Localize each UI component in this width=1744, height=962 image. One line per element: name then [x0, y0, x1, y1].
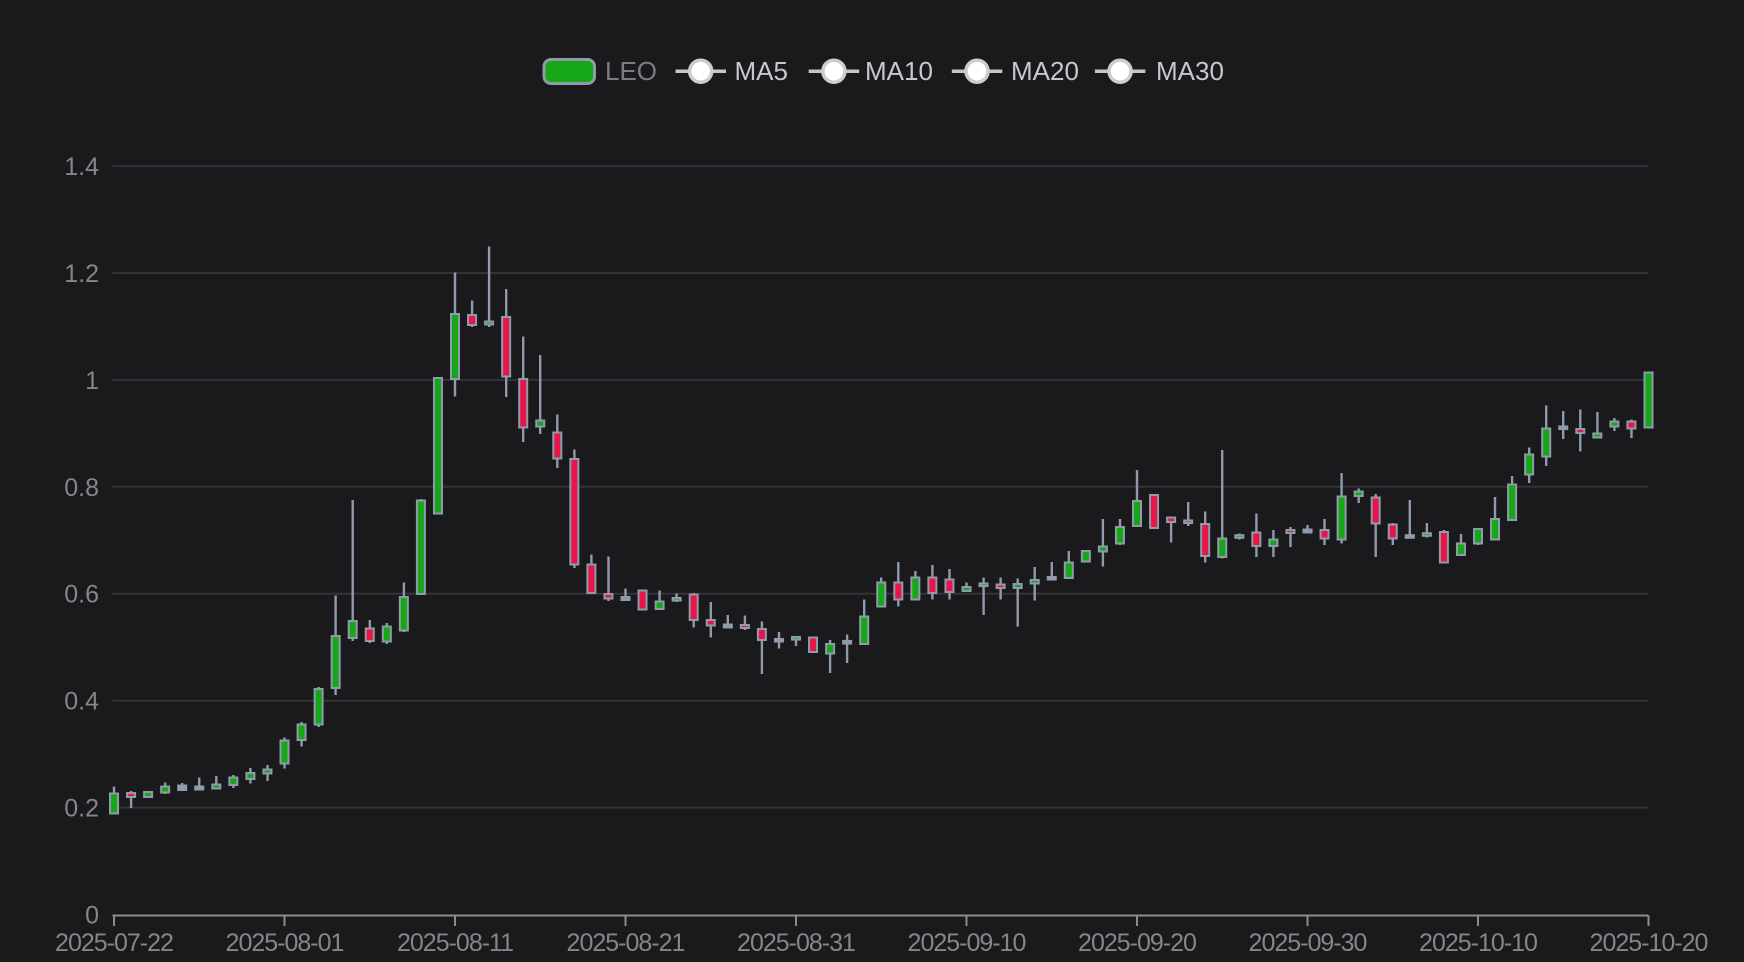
svg-text:2025-09-10: 2025-09-10 — [908, 929, 1026, 957]
svg-text:2025-08-01: 2025-08-01 — [226, 929, 344, 957]
svg-text:MA5: MA5 — [735, 56, 788, 86]
svg-text:1: 1 — [85, 367, 99, 395]
svg-text:0: 0 — [85, 902, 99, 930]
svg-text:2025-07-22: 2025-07-22 — [55, 929, 173, 957]
svg-text:1.2: 1.2 — [64, 260, 99, 288]
svg-text:0.8: 0.8 — [64, 474, 99, 502]
svg-text:MA10: MA10 — [865, 56, 933, 86]
svg-text:2025-10-10: 2025-10-10 — [1419, 929, 1537, 957]
svg-text:0.2: 0.2 — [64, 795, 99, 823]
svg-text:2025-10-20: 2025-10-20 — [1590, 929, 1708, 957]
svg-text:1.4: 1.4 — [64, 153, 99, 181]
svg-text:2025-08-21: 2025-08-21 — [567, 929, 685, 957]
svg-text:LEO: LEO — [605, 56, 657, 86]
svg-text:2025-08-31: 2025-08-31 — [737, 929, 855, 957]
svg-text:2025-09-20: 2025-09-20 — [1078, 929, 1196, 957]
svg-text:2025-08-11: 2025-08-11 — [397, 929, 513, 957]
svg-text:2025-09-30: 2025-09-30 — [1249, 929, 1367, 957]
svg-text:0.4: 0.4 — [64, 688, 99, 716]
svg-text:MA30: MA30 — [1156, 56, 1224, 86]
svg-text:MA20: MA20 — [1011, 56, 1079, 86]
svg-text:0.6: 0.6 — [64, 581, 99, 609]
